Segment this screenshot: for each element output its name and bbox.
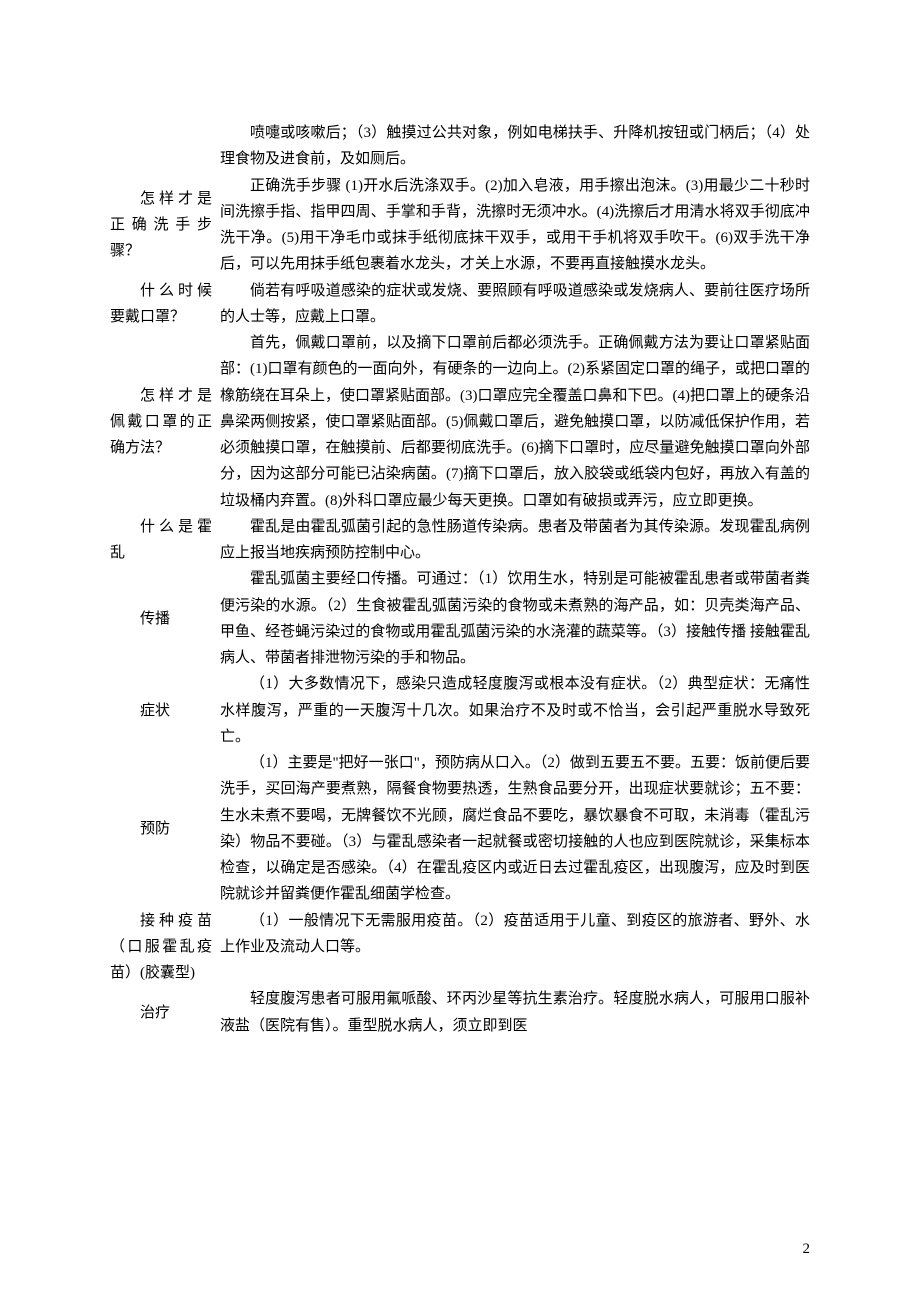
document-section: 怎样才是佩戴口罩的正确方法？首先，佩戴口罩前，以及摘下口罩前后都必须洗手。正确佩…: [110, 330, 810, 514]
section-label-text: 怎样才是正确洗手步骤？: [110, 186, 212, 265]
section-label: 症状: [110, 671, 220, 724]
page-number: 2: [803, 1236, 811, 1262]
section-label-text: 预防: [110, 816, 212, 842]
paragraph: 倘若有呼吸道感染的症状或发烧、要照顾有呼吸道感染或发烧病人、要前往医疗场所的人士…: [220, 278, 810, 331]
section-label-text: 什么是霍乱: [110, 514, 212, 567]
section-label-text: 接种疫苗（口服霍乱疫苗）(胶囊型): [110, 908, 212, 987]
paragraph: 喷嚏或咳嗽后；（3）触摸过公共对象，例如电梯扶手、升降机按钮或门柄后；（4）处理…: [220, 120, 810, 173]
document-section: 治疗轻度腹泻患者可服用氟哌酸、环丙沙星等抗生素治疗。轻度脱水病人，可服用口服补液…: [110, 986, 810, 1039]
section-label: 怎样才是正确洗手步骤？: [110, 173, 220, 265]
paragraph: 正确洗手步骤 (1)开水后洗涤双手。(2)加入皂液，用手擦出泡沫。(3)用最少二…: [220, 173, 810, 278]
document-section: 喷嚏或咳嗽后；（3）触摸过公共对象，例如电梯扶手、升降机按钮或门柄后；（4）处理…: [110, 120, 810, 173]
paragraph: （1）一般情况下无需服用疫苗。（2）疫苗适用于儿童、到疫区的旅游者、野外、水上作…: [220, 908, 810, 961]
section-text: （1）大多数情况下，感染只造成轻度腹泻或根本没有症状。（2）典型症状：无痛性水样…: [220, 671, 810, 750]
section-label: 传播: [110, 566, 220, 632]
paragraph: 霍乱是由霍乱弧菌引起的急性肠道传染病。患者及带菌者为其传染源。发现霍乱病例应上报…: [220, 514, 810, 567]
document-section: 传播霍乱弧菌主要经口传播。可通过：（1）饮用生水，特别是可能被霍乱患者或带菌者粪…: [110, 566, 810, 671]
document-section: 什么是霍乱霍乱是由霍乱弧菌引起的急性肠道传染病。患者及带菌者为其传染源。发现霍乱…: [110, 514, 810, 567]
section-label-text: 传播: [110, 606, 212, 632]
paragraph: 霍乱弧菌主要经口传播。可通过：（1）饮用生水，特别是可能被霍乱患者或带菌者粪便污…: [220, 566, 810, 671]
section-label: 什么是霍乱: [110, 514, 220, 567]
section-label-text: 什么时候要戴口罩？: [110, 278, 212, 331]
section-text: （1）一般情况下无需服用疫苗。（2）疫苗适用于儿童、到疫区的旅游者、野外、水上作…: [220, 908, 810, 961]
section-text: 喷嚏或咳嗽后；（3）触摸过公共对象，例如电梯扶手、升降机按钮或门柄后；（4）处理…: [220, 120, 810, 173]
section-text: 霍乱弧菌主要经口传播。可通过：（1）饮用生水，特别是可能被霍乱患者或带菌者粪便污…: [220, 566, 810, 671]
paragraph: （1）主要是"把好一张口"，预防病从口入。（2）做到五要五不要。五要：饭前便后要…: [220, 750, 810, 908]
section-text: 倘若有呼吸道感染的症状或发烧、要照顾有呼吸道感染或发烧病人、要前往医疗场所的人士…: [220, 278, 810, 331]
section-label: 接种疫苗（口服霍乱疫苗）(胶囊型): [110, 908, 220, 987]
document-section: 接种疫苗（口服霍乱疫苗）(胶囊型)（1）一般情况下无需服用疫苗。（2）疫苗适用于…: [110, 908, 810, 987]
section-label: 什么时候要戴口罩？: [110, 278, 220, 331]
paragraph: 轻度腹泻患者可服用氟哌酸、环丙沙星等抗生素治疗。轻度脱水病人，可服用口服补液盐（…: [220, 986, 810, 1039]
section-text: 正确洗手步骤 (1)开水后洗涤双手。(2)加入皂液，用手擦出泡沫。(3)用最少二…: [220, 173, 810, 278]
section-label-text: 症状: [110, 698, 212, 724]
section-text: 首先，佩戴口罩前，以及摘下口罩前后都必须洗手。正确佩戴方法为要让口罩紧贴面部：(…: [220, 330, 810, 514]
document-section: 怎样才是正确洗手步骤？正确洗手步骤 (1)开水后洗涤双手。(2)加入皂液，用手擦…: [110, 173, 810, 278]
section-label: 怎样才是佩戴口罩的正确方法？: [110, 330, 220, 461]
document-section: 预防 （1）主要是"把好一张口"，预防病从口入。（2）做到五要五不要。五要：饭前便…: [110, 750, 810, 908]
paragraph: 首先，佩戴口罩前，以及摘下口罩前后都必须洗手。正确佩戴方法为要让口罩紧贴面部：(…: [220, 330, 810, 514]
section-text: 轻度腹泻患者可服用氟哌酸、环丙沙星等抗生素治疗。轻度脱水病人，可服用口服补液盐（…: [220, 986, 810, 1039]
section-text: （1）主要是"把好一张口"，预防病从口入。（2）做到五要五不要。五要：饭前便后要…: [220, 750, 810, 908]
section-label: 治疗: [110, 986, 220, 1026]
paragraph: （1）大多数情况下，感染只造成轻度腹泻或根本没有症状。（2）典型症状：无痛性水样…: [220, 671, 810, 750]
section-text: 霍乱是由霍乱弧菌引起的急性肠道传染病。患者及带菌者为其传染源。发现霍乱病例应上报…: [220, 514, 810, 567]
section-label-text: 怎样才是佩戴口罩的正确方法？: [110, 383, 212, 462]
document-section: 什么时候要戴口罩？倘若有呼吸道感染的症状或发烧、要照顾有呼吸道感染或发烧病人、要…: [110, 278, 810, 331]
section-label: 预防: [110, 750, 220, 842]
section-label-text: 治疗: [110, 1000, 212, 1026]
document-section: 症状 （1）大多数情况下，感染只造成轻度腹泻或根本没有症状。（2）典型症状：无痛性…: [110, 671, 810, 750]
